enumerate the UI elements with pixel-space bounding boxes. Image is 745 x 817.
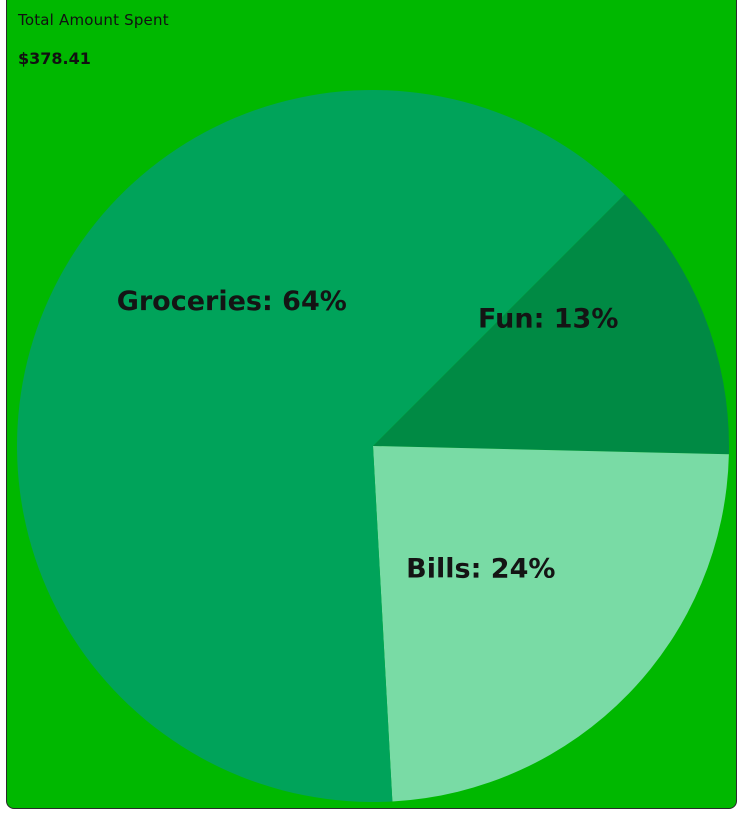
pie-slice-groceries: [17, 89, 625, 802]
pie-slice-fun: [373, 194, 729, 455]
total-amount-label: Total Amount Spent: [18, 11, 169, 29]
pie-label-bills: Bills: 24%: [406, 553, 555, 584]
pie-slice-bills: [373, 446, 729, 802]
total-amount-value: $378.41: [18, 49, 91, 68]
pie-label-groceries: Groceries: 64%: [117, 286, 347, 317]
pie-label-fun: Fun: 13%: [478, 303, 618, 334]
